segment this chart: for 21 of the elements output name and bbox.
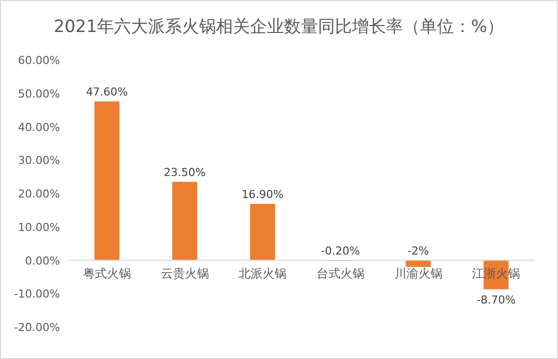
data-label: 47.60% [86, 85, 128, 98]
y-tick-label: 0.00% [25, 254, 60, 268]
data-label: 16.90% [242, 188, 284, 201]
x-tick-label: 台式火锅 [316, 266, 364, 280]
data-label: -0.20% [320, 244, 360, 258]
y-tick-label: 60.00% [18, 54, 60, 67]
y-tick-label: -20.00% [14, 321, 60, 334]
x-tick-label: 北派火锅 [238, 266, 287, 280]
y-tick-label: 10.00% [18, 220, 60, 234]
y-tick-label: 30.00% [18, 154, 60, 168]
chart-title: 2021年六大派系火锅相关企业数量同比增长率（单位：%） [54, 17, 504, 37]
y-tick-label: 50.00% [18, 87, 60, 100]
data-label: -8.70% [476, 293, 516, 306]
y-tick-label: 40.00% [18, 120, 60, 134]
x-tick-label: 川渝火锅 [394, 266, 442, 280]
x-tick-label: 粤式火锅 [82, 266, 131, 280]
y-tick-label: 20.00% [18, 188, 60, 200]
x-tick-label: 云贵火锅 [160, 266, 209, 280]
data-label: -2% [408, 244, 429, 258]
y-tick-label: -10.00% [14, 288, 60, 301]
data-label: 23.50% [164, 166, 206, 179]
